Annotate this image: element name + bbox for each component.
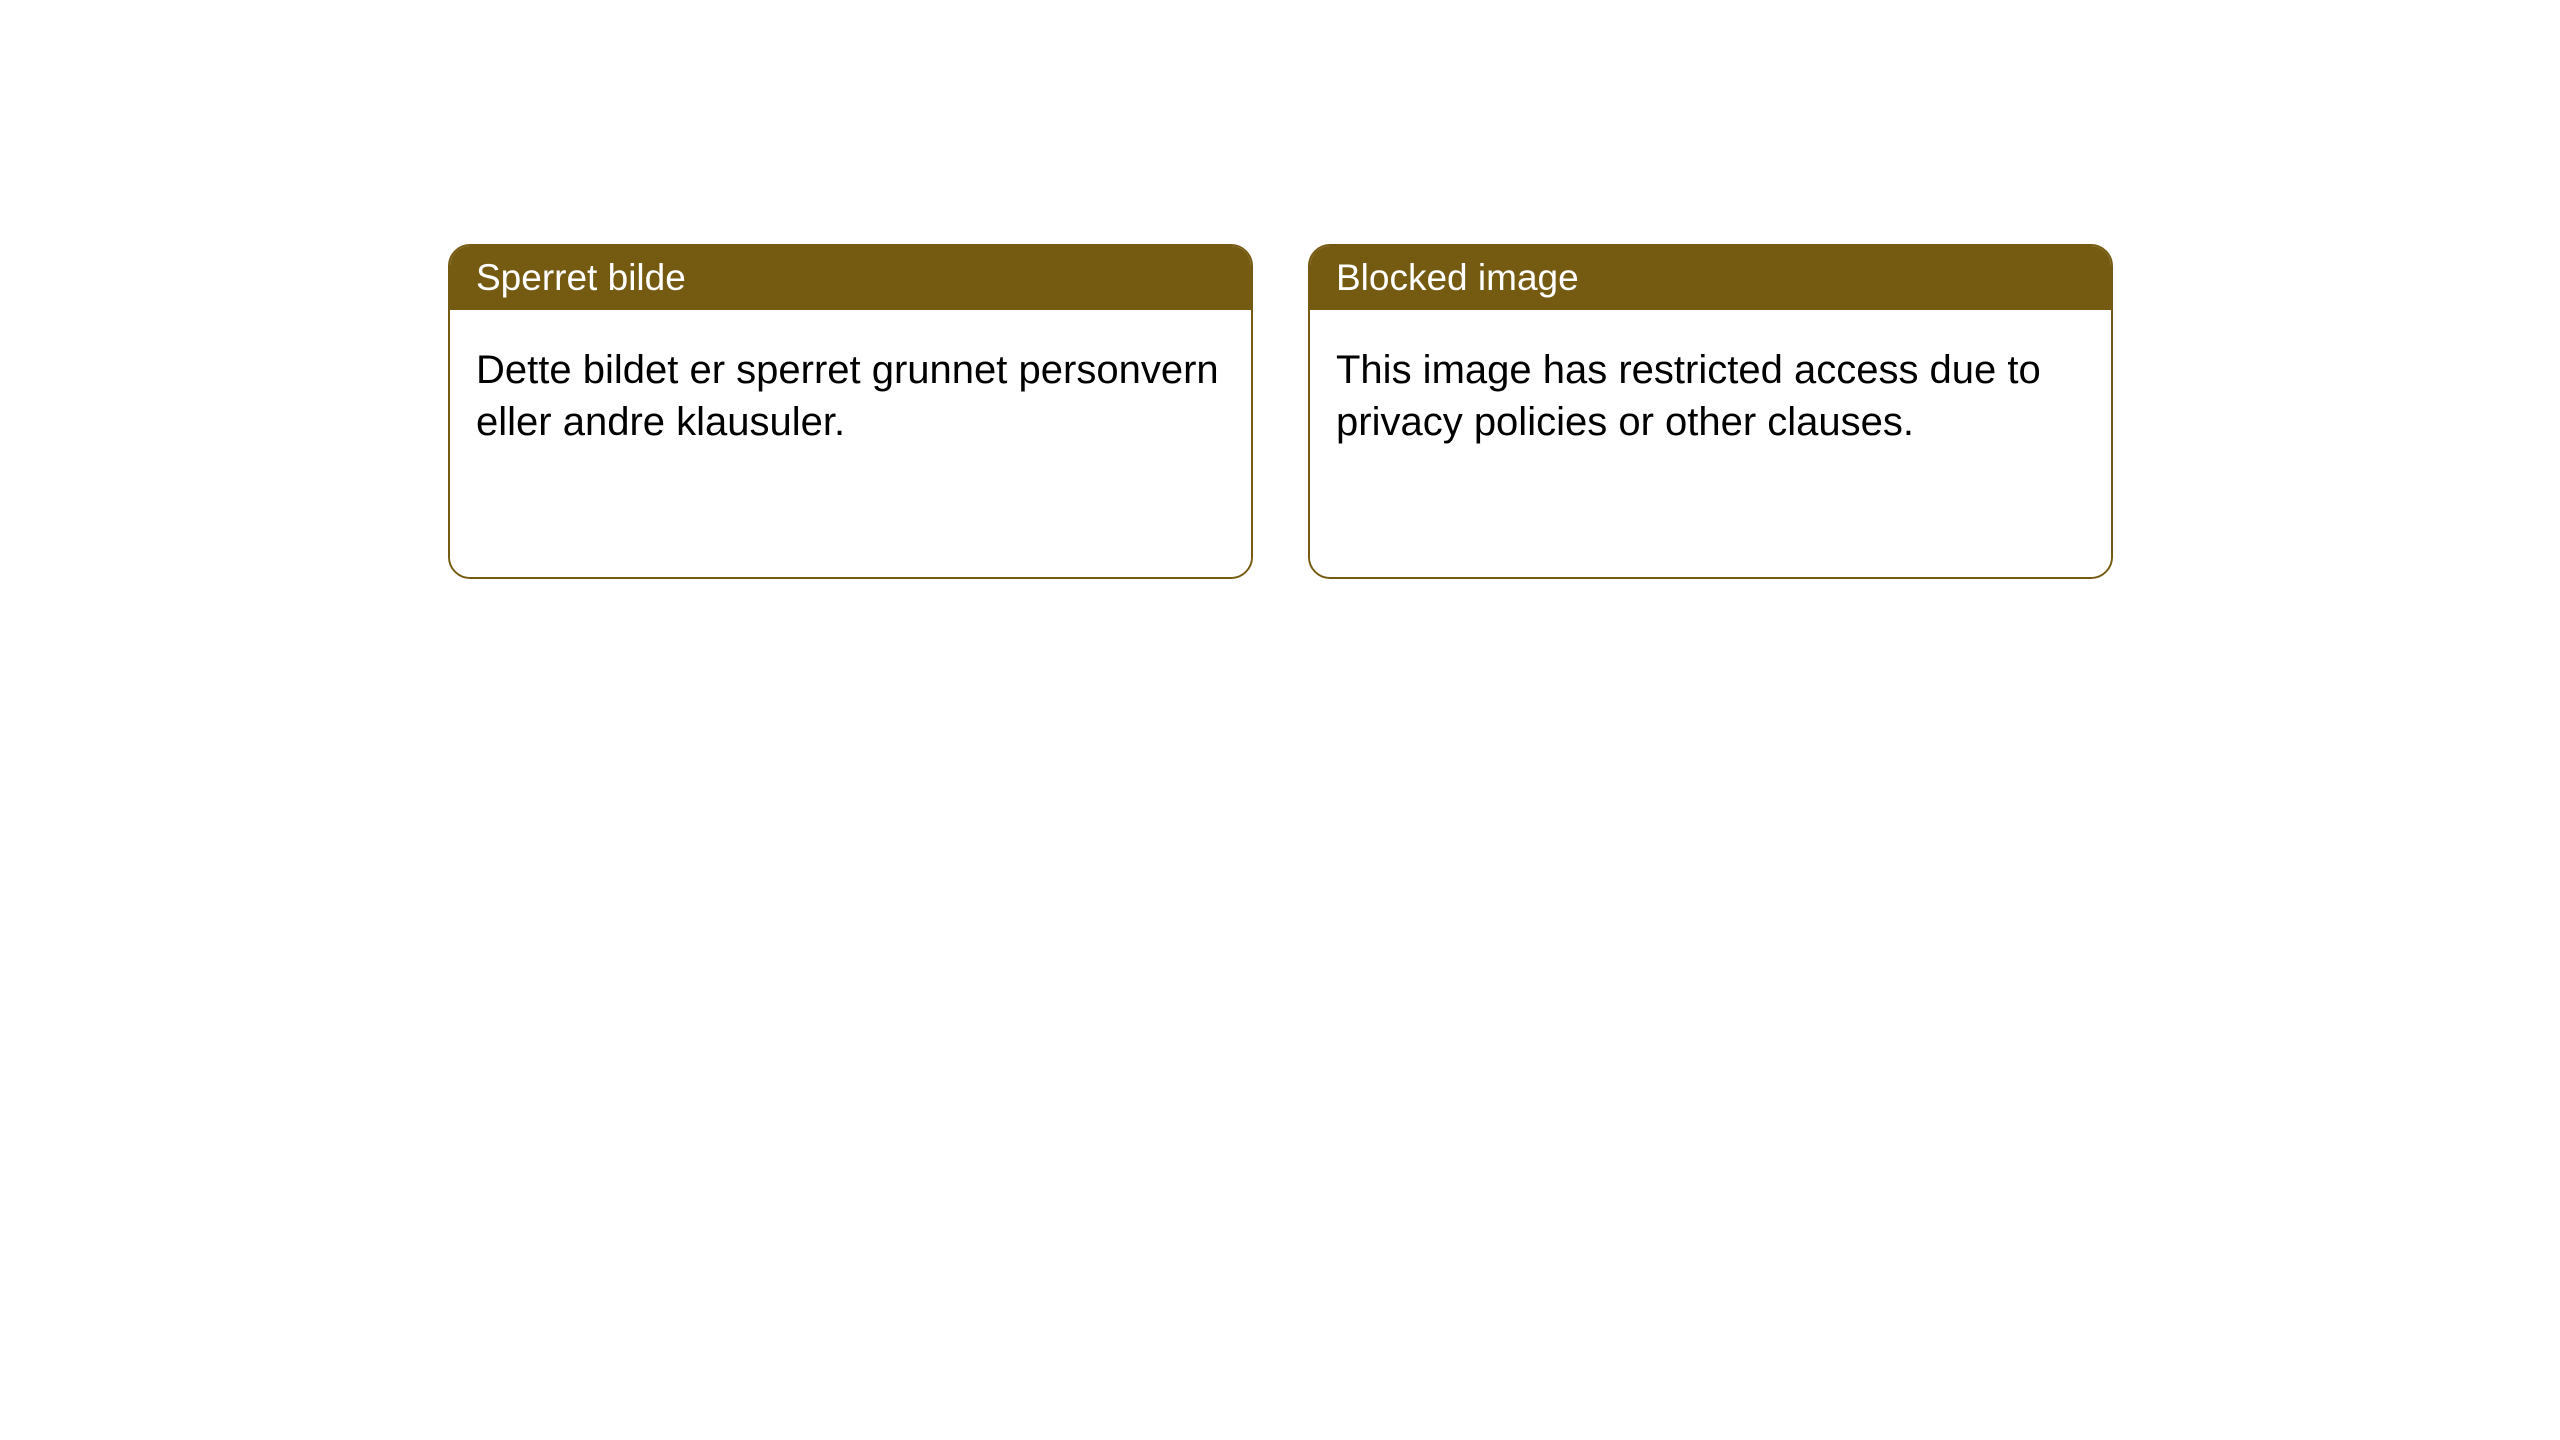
notice-cards-container: Sperret bilde Dette bildet er sperret gr… bbox=[448, 244, 2113, 579]
card-body: This image has restricted access due to … bbox=[1310, 310, 2111, 577]
notice-card-norwegian: Sperret bilde Dette bildet er sperret gr… bbox=[448, 244, 1253, 579]
card-message: This image has restricted access due to … bbox=[1336, 348, 2041, 444]
card-body: Dette bildet er sperret grunnet personve… bbox=[450, 310, 1251, 577]
card-header: Sperret bilde bbox=[450, 246, 1251, 310]
card-title: Sperret bilde bbox=[476, 257, 686, 298]
card-header: Blocked image bbox=[1310, 246, 2111, 310]
card-message: Dette bildet er sperret grunnet personve… bbox=[476, 348, 1219, 444]
card-title: Blocked image bbox=[1336, 257, 1579, 298]
notice-card-english: Blocked image This image has restricted … bbox=[1308, 244, 2113, 579]
